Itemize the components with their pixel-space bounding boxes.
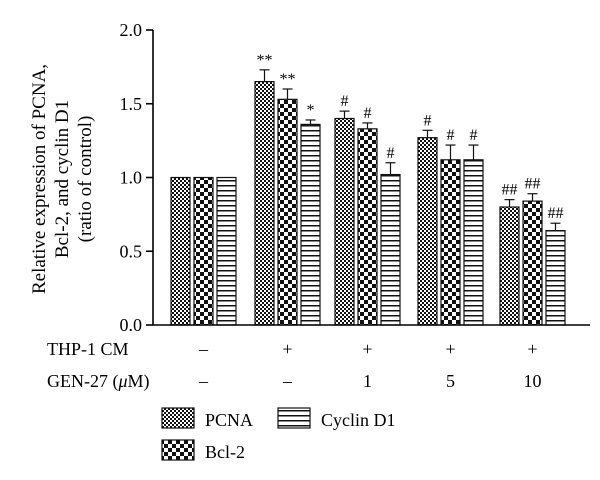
bar: [545, 230, 566, 326]
y-axis-title: Relative expression of PCNA, Bcl-2, and …: [29, 64, 96, 294]
bar: [380, 173, 401, 326]
y-tick-label: 1.0: [120, 168, 143, 188]
bar: [334, 117, 355, 326]
bar: [499, 206, 520, 326]
significance-marker: ##: [525, 176, 541, 193]
legend-item: Bcl-2: [161, 439, 245, 462]
bar: [357, 128, 378, 326]
bar: [300, 123, 321, 326]
series-bcl-2: **####: [193, 71, 543, 326]
legend-swatch: [161, 439, 195, 461]
condition-label: THP-1 CM: [47, 339, 129, 359]
legend-swatch: [161, 407, 195, 429]
condition-value: 10: [524, 371, 542, 391]
condition-value: –: [282, 371, 293, 391]
bar: [522, 200, 543, 326]
series-cyclin-d1: *####: [216, 102, 566, 326]
significance-marker: #: [387, 145, 395, 162]
significance-marker: **: [280, 71, 296, 88]
series-pcna: **####: [170, 52, 520, 326]
y-tick-label: 1.5: [120, 94, 143, 114]
significance-marker: ##: [502, 182, 518, 199]
significance-marker: ##: [548, 205, 564, 222]
condition-value: 5: [446, 371, 455, 391]
bar-series: **####**####*####: [170, 52, 566, 326]
condition-value: +: [527, 339, 537, 359]
y-axis-title-line-3: (ratio of control): [75, 116, 96, 243]
legend-label: PCNA: [205, 410, 253, 430]
legend-item: PCNA: [161, 407, 253, 430]
bar: [216, 176, 237, 326]
condition-value: +: [282, 339, 292, 359]
significance-marker: *: [307, 102, 315, 119]
bar: [254, 81, 275, 326]
bar: [463, 159, 484, 326]
y-tick-label: 2.0: [120, 20, 143, 40]
significance-marker: #: [341, 93, 349, 110]
legend-label: Cyclin D1: [321, 410, 396, 430]
condition-table: THP-1 CM – + + + + GEN-27 (μM) – – 1 5 10: [47, 339, 542, 392]
y-tick-label: 0.5: [120, 241, 143, 261]
legend-swatch: [277, 407, 311, 429]
y-axis-title-line-2: Bcl-2, and cyclin D1: [52, 100, 73, 258]
bar: [193, 176, 214, 326]
condition-value: +: [445, 339, 455, 359]
bar: [440, 159, 461, 326]
significance-marker: #: [424, 112, 432, 129]
bar: [277, 98, 298, 326]
condition-value: –: [198, 371, 209, 391]
condition-value: 1: [363, 371, 372, 391]
y-tick-label: 0.0: [120, 315, 143, 335]
significance-marker: #: [447, 127, 455, 144]
significance-marker: #: [470, 127, 478, 144]
condition-value: –: [198, 339, 209, 359]
y-axis-title-line-1: Relative expression of PCNA,: [29, 64, 50, 294]
y-axis: 0.0 0.5 1.0 1.5 2.0: [120, 20, 154, 335]
bar: [170, 176, 191, 326]
legend-item: Cyclin D1: [277, 407, 396, 430]
bar: [417, 137, 438, 326]
legend: PCNA Bcl-2 Cyclin D1: [161, 407, 396, 462]
condition-label: GEN-27 (μM): [47, 371, 150, 392]
legend-label: Bcl-2: [205, 442, 245, 462]
significance-marker: #: [364, 105, 372, 122]
condition-value: +: [362, 339, 372, 359]
significance-marker: **: [257, 52, 273, 69]
